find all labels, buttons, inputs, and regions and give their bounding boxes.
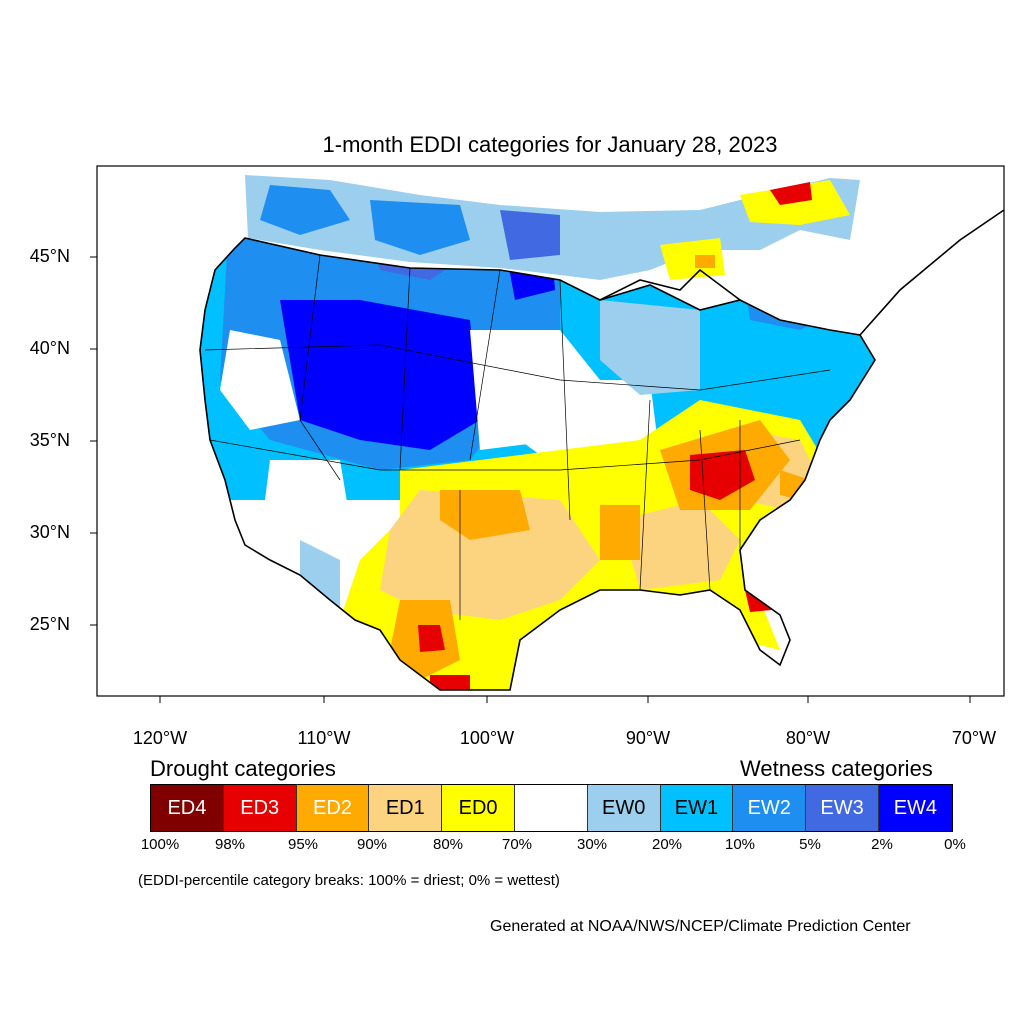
legend-ed1: ED1 [369, 785, 443, 831]
legend-ed1-label: ED1 [385, 796, 425, 819]
lon-label-100: 100°W [459, 728, 515, 748]
lat-label-30: 30°N [29, 522, 70, 542]
break-0: 0% [944, 836, 966, 853]
boundaries [199, 209, 1005, 691]
state-lines [204, 254, 831, 620]
lon-label-120: 120°W [132, 728, 188, 748]
credit-line: Generated at NOAA/NWS/NCEP/Climate Predi… [490, 918, 911, 935]
lat-label-25: 25°N [29, 614, 70, 634]
legend-ew2: EW2 [733, 785, 807, 831]
legend-ew3: EW3 [806, 785, 879, 831]
legend-ew3-label: EW3 [820, 796, 864, 819]
lon-label-90: 90°W [625, 728, 671, 748]
legend-ew2-label: EW2 [747, 796, 791, 819]
break-30: 30% [576, 836, 608, 853]
legend-ed4: ED4 [151, 785, 224, 831]
legend-ew0: EW0 [587, 785, 661, 831]
category-legend: ED4 ED3 ED2 ED1 ED0 EW0 EW1 EW2 EW3 EW4 [150, 784, 953, 832]
break-5: 5% [799, 836, 821, 853]
lon-label-80: 80°W [785, 728, 831, 748]
break-2: 2% [871, 836, 893, 853]
lon-label-70: 70°W [951, 728, 997, 748]
wetness-heading: Wetness categories [740, 756, 933, 781]
legend-ew4: EW4 [878, 785, 952, 831]
break-80: 80% [432, 836, 464, 853]
legend-ew0-label: EW0 [602, 796, 646, 819]
map-title: 1-month EDDI categories for January 28, … [322, 132, 778, 157]
legend-ed0-label: ED0 [458, 796, 498, 819]
legend-ew1-label: EW1 [674, 796, 719, 819]
break-95: 95% [287, 836, 319, 853]
break-70: 70% [501, 836, 533, 853]
break-100: 100% [140, 836, 180, 853]
legend-ew4-label: EW4 [893, 796, 938, 819]
lat-label-35: 35°N [29, 430, 70, 450]
legend-ew1: EW1 [660, 785, 734, 831]
break-98: 98% [214, 836, 246, 853]
breaks-note: (EDDI-percentile category breaks: 100% =… [138, 872, 560, 889]
legend-ed4-label: ED4 [167, 796, 207, 819]
break-10: 10% [724, 836, 756, 853]
lon-label-110: 110°W [297, 728, 351, 748]
legend-ed3: ED3 [223, 785, 297, 831]
legend-neutral [514, 785, 588, 831]
break-90: 90% [356, 836, 388, 853]
canada-fields [245, 175, 860, 280]
legend-ed3-label: ED3 [240, 796, 280, 819]
legend-ed2: ED2 [296, 785, 370, 831]
lat-label-40: 40°N [29, 338, 70, 358]
legend-ed2-label: ED2 [313, 796, 352, 819]
lat-label-45: 45°N [29, 246, 70, 266]
legend-ed0: ED0 [442, 785, 515, 831]
drought-heading: Drought categories [150, 756, 336, 781]
axis-ticks [90, 256, 971, 703]
break-20: 20% [651, 836, 683, 853]
